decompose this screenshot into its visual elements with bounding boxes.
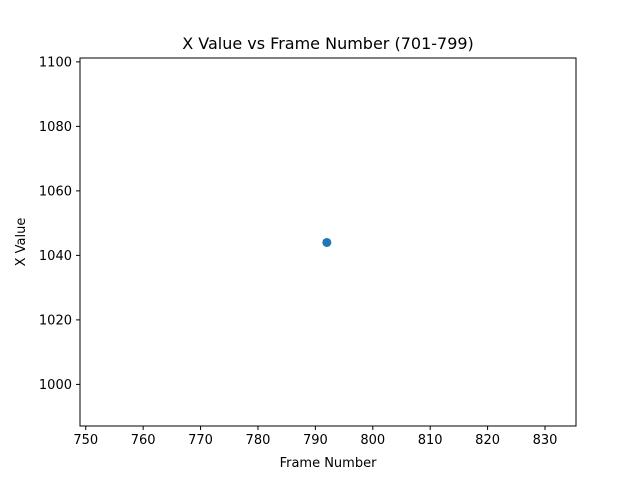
- x-tick-label: 780: [246, 433, 271, 448]
- y-tick-label: 1020: [39, 313, 72, 328]
- y-tick-label: 1040: [39, 249, 72, 264]
- x-tick-label: 800: [360, 433, 385, 448]
- x-tick-label: 760: [131, 433, 156, 448]
- data-point: [322, 237, 332, 247]
- x-tick-label: 830: [533, 433, 558, 448]
- y-axis-label: X Value: [14, 218, 29, 267]
- data-marks: [322, 237, 332, 247]
- y-tick-label: 1100: [39, 55, 72, 70]
- x-tick-label: 750: [73, 433, 98, 448]
- x-tick-label: 810: [418, 433, 443, 448]
- x-tick-label: 790: [303, 433, 328, 448]
- y-tick-label: 1080: [39, 120, 72, 135]
- x-axis: 750 760 770 780 790 800 810 820 830: [73, 426, 557, 448]
- chart-title: X Value vs Frame Number (701-799): [182, 34, 474, 53]
- x-tick-label: 770: [188, 433, 213, 448]
- y-tick-label: 1000: [39, 378, 72, 393]
- y-axis: 1000 1020 1040 1060 1080 1100: [39, 55, 80, 393]
- x-tick-label: 820: [475, 433, 500, 448]
- y-tick-label: 1060: [39, 184, 72, 199]
- x-axis-label: Frame Number: [280, 456, 378, 471]
